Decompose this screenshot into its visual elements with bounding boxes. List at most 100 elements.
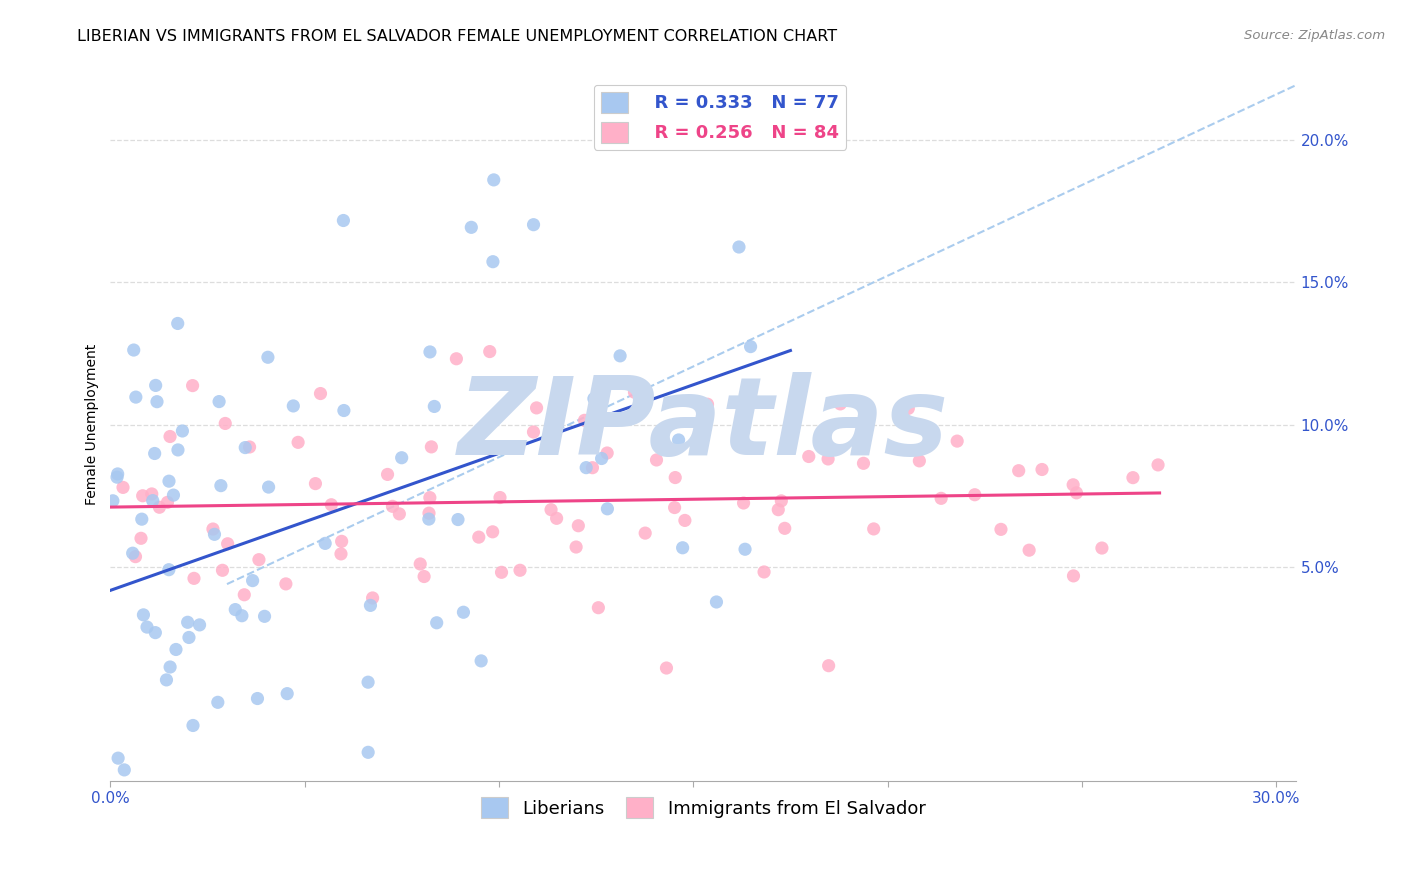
Point [655,661,678,675]
Point [733,496,755,510]
Point [309,386,332,401]
Point [634,526,657,541]
Point [357,745,380,759]
Point [413,569,436,583]
Point [664,500,686,515]
Point [253,609,276,624]
Point [208,394,231,409]
Point [157,563,180,577]
Point [217,537,239,551]
Point [142,493,165,508]
Point [946,434,969,449]
Point [446,351,468,366]
Point [143,625,166,640]
Point [596,501,619,516]
Point [817,658,839,673]
Point [482,254,505,268]
Point [1066,486,1088,500]
Point [247,552,270,566]
Point [596,446,619,460]
Point [419,491,441,505]
Point [547,405,569,419]
Point [211,563,233,577]
Point [388,507,411,521]
Point [101,493,124,508]
Point [159,429,181,443]
Point [1091,541,1114,555]
Point [143,446,166,460]
Point [146,394,169,409]
Point [157,474,180,488]
Point [233,441,256,455]
Point [201,522,224,536]
Point [131,489,153,503]
Point [522,425,544,439]
Point [283,399,305,413]
Text: ZIPatlas: ZIPatlas [457,372,949,478]
Point [526,401,548,415]
Point [167,442,190,457]
Point [770,494,793,508]
Point [330,534,353,549]
Point [125,390,148,404]
Point [963,488,986,502]
Point [183,571,205,585]
Point [1063,569,1085,583]
Point [381,500,404,514]
Point [752,565,775,579]
Point [588,600,610,615]
Point [768,502,790,516]
Point [990,522,1012,536]
Point [111,480,134,494]
Point [181,718,204,732]
Point [1147,458,1170,472]
Point [830,397,852,411]
Point [447,512,470,526]
Point [121,546,143,560]
Point [207,695,229,709]
Point [481,524,503,539]
Y-axis label: Female Unemployment: Female Unemployment [86,344,100,506]
Point [274,577,297,591]
Point [468,530,491,544]
Point [1031,462,1053,476]
Point [522,218,544,232]
Point [314,536,336,550]
Point [574,413,596,427]
Point [478,344,501,359]
Point [418,512,440,526]
Point [460,220,482,235]
Point [155,673,177,687]
Point [165,642,187,657]
Text: LIBERIAN VS IMMIGRANTS FROM EL SALVADOR FEMALE UNEMPLOYMENT CORRELATION CHART: LIBERIAN VS IMMIGRANTS FROM EL SALVADOR … [77,29,838,44]
Text: Source: ZipAtlas.com: Source: ZipAtlas.com [1244,29,1385,42]
Point [176,615,198,630]
Point [645,453,668,467]
Point [423,400,446,414]
Point [156,495,179,509]
Point [426,615,449,630]
Point [453,605,475,619]
Point [581,460,603,475]
Point [204,527,226,541]
Point [419,345,441,359]
Point [817,452,839,467]
Point [575,460,598,475]
Point [540,502,562,516]
Point [418,506,440,520]
Point [491,566,513,580]
Point [242,574,264,588]
Point [546,511,568,525]
Legend: Liberians, Immigrants from El Salvador: Liberians, Immigrants from El Salvador [474,790,932,825]
Point [246,691,269,706]
Point [162,488,184,502]
Point [728,240,751,254]
Point [1018,543,1040,558]
Point [623,385,645,400]
Point [231,608,253,623]
Point [664,470,686,484]
Point [136,620,159,634]
Point [287,435,309,450]
Point [105,470,128,484]
Point [908,454,931,468]
